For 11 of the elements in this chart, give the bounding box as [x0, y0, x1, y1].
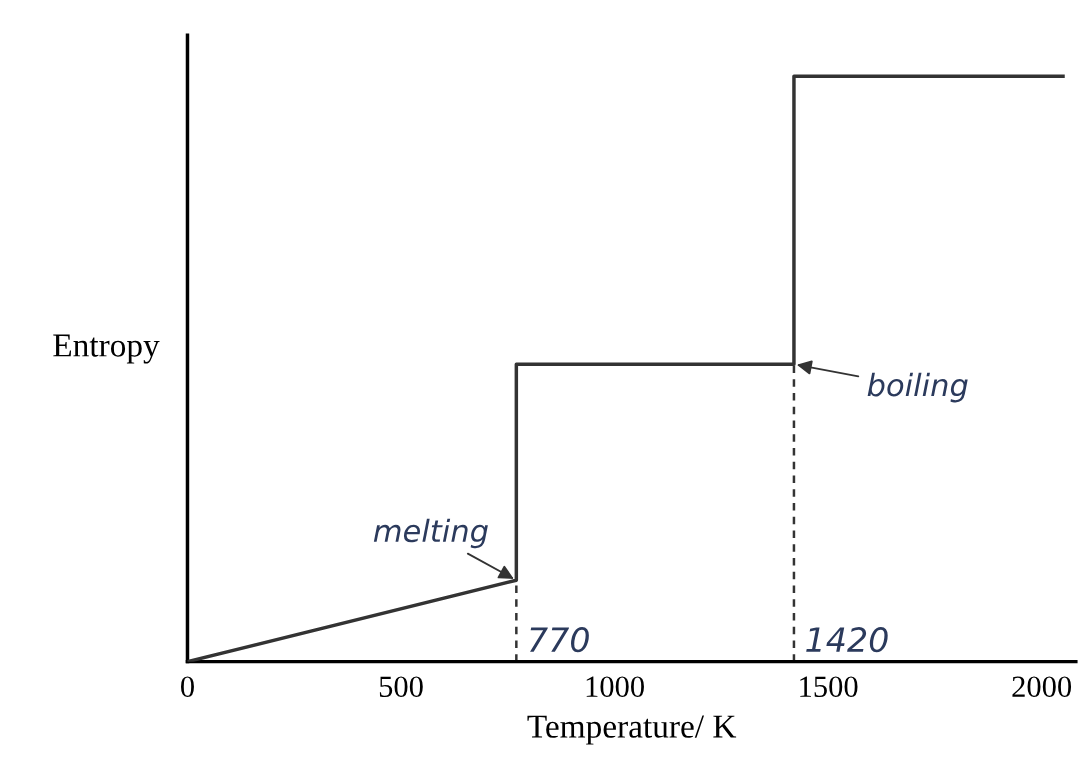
x-tick-label: 2000	[1012, 676, 1072, 698]
y-axis-title: Entropy	[53, 334, 160, 364]
x-tick-label: 1000	[586, 676, 644, 698]
ref-line-label: 770	[530, 627, 589, 653]
ref-line-label: 1420	[806, 627, 888, 653]
x-tick-label: 0	[181, 676, 194, 698]
annotation: melting	[373, 518, 488, 549]
x-axis-title: Temperature/ K	[527, 715, 737, 745]
annotation: boiling	[867, 372, 968, 403]
x-tick-label: 500	[379, 676, 423, 698]
x-tick-label: 1500	[800, 676, 858, 698]
